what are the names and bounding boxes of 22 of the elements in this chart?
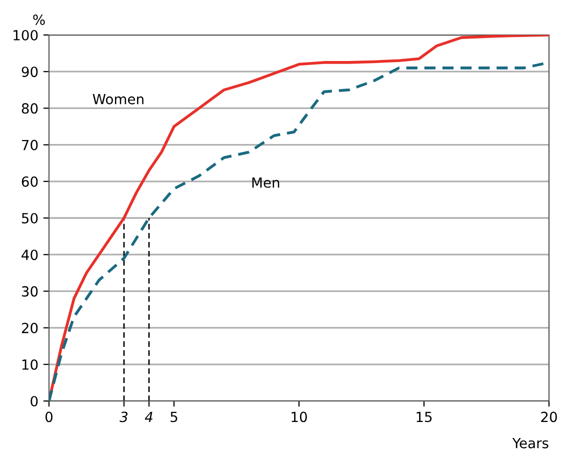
series-label: Men [252, 177, 280, 188]
y-tick-label: 100 [14, 30, 38, 40]
x-tick-label: 15 [416, 412, 432, 422]
y-tick-label: 10 [22, 359, 38, 370]
y-axis-title: % [33, 14, 45, 25]
x-axis-title: Years [512, 438, 548, 448]
x-tick-label: 4 [144, 412, 152, 422]
x-tick-label: 0 [45, 412, 52, 422]
y-tick-label: 30 [22, 286, 38, 297]
x-tick-label: 20 [541, 412, 557, 422]
x-tick-label: 10 [292, 412, 307, 422]
y-tick-label: 20 [22, 322, 38, 334]
y-tick-label: 70 [22, 140, 38, 150]
x-tick-label: 3 [120, 412, 128, 422]
y-tick-label: 0 [30, 396, 38, 406]
x-tick-label: 5 [170, 412, 178, 422]
y-tick-label: 40 [22, 250, 38, 260]
text: Women [92, 94, 144, 104]
y-tick-label: 80 [22, 103, 38, 114]
y-tick-label: 50 [22, 212, 38, 224]
y-tick-label: 60 [22, 176, 38, 187]
y-tick-label: 90 [22, 66, 38, 78]
